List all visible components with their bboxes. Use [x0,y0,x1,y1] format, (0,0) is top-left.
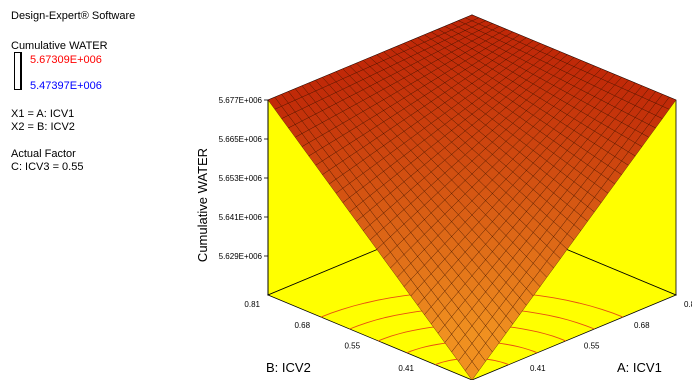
response-surface [267,14,677,380]
z-tick-label: 5.629E+006 [219,252,263,261]
b-tick-label: 0.68 [294,321,310,330]
z-tick-label: 5.653E+006 [219,174,263,183]
x2-definition: X2 = B: ICV2 [11,121,75,133]
a-tick-label: 0.55 [584,342,600,351]
legend-panel: Design-Expert® Software Cumulative WATER… [0,0,190,200]
design-points-low: 5.47397E+006 [30,80,102,92]
tick-labels: 5.677E+006 5.665E+006 5.653E+006 5.641E+006… [219,96,692,373]
actual-factor-value: C: ICV3 = 0.55 [11,161,84,173]
a-tick-label: 0.41 [530,364,546,373]
b-tick-label: 0.55 [344,342,360,351]
z-tick-label: 5.677E+006 [219,96,263,105]
z-tick-label: 5.665E+006 [219,135,263,144]
z-axis-label: Cumulative WATER [195,148,210,262]
b-tick-label: 0.81 [244,300,260,309]
y-axis-label: B: ICV2 [266,360,311,375]
actual-factor-heading: Actual Factor [11,148,76,160]
design-points-high: 5.67309E+006 [30,54,102,66]
b-tick-label: 0.41 [398,364,414,373]
x1-definition: X1 = A: ICV1 [11,108,75,120]
response-name: Cumulative WATER [11,40,108,52]
x-axis-label: A: ICV1 [617,360,662,375]
software-label: Design-Expert® Software [11,10,136,22]
z-tick-label: 5.641E+006 [219,213,263,222]
surface-cell [464,361,480,380]
color-scale-bar [14,52,22,90]
a-tick-label: 0.81 [684,300,692,309]
a-tick-label: 0.68 [634,321,650,330]
axes [264,99,269,295]
